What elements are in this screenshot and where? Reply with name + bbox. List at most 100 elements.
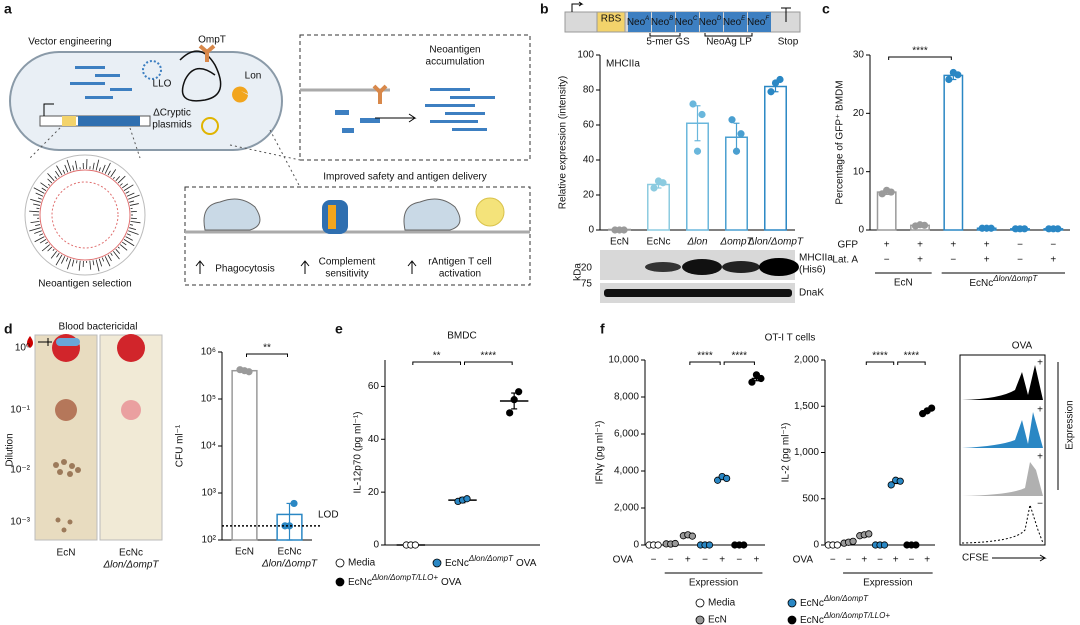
flow-mark: + (1037, 452, 1043, 463)
y-tick-label: 4,000 (614, 466, 639, 477)
legend-swatch (787, 598, 797, 608)
group-label: EcNcΔlon/ΔompT (969, 274, 1038, 289)
diagram-label: Vector engineering (28, 37, 111, 48)
data-point (887, 188, 895, 196)
construct-label-text: Neo (723, 17, 742, 28)
lod-label: LOD (318, 509, 339, 520)
y-tick-label: 0 (633, 540, 639, 551)
fragments (70, 66, 132, 99)
neo-block (78, 116, 140, 126)
panel-letter: e (335, 321, 343, 337)
row-mark: + (917, 255, 923, 266)
blot-label: DnaK (799, 288, 824, 299)
plate-art (27, 334, 163, 541)
spike (125, 191, 130, 194)
data-point (849, 537, 857, 545)
spike (92, 260, 95, 266)
row-label: OVA (793, 555, 814, 566)
spike (54, 176, 57, 179)
histogram (962, 365, 1043, 400)
legend-swatch (695, 615, 705, 625)
x-tick-label: EcNc (278, 547, 302, 558)
chart-title: BMDC (447, 331, 476, 342)
spike (39, 239, 47, 244)
up-arrows (195, 260, 417, 274)
genome-ring (39, 169, 131, 261)
spike (115, 176, 121, 182)
legend-swatch (787, 615, 797, 625)
legend-swatch (335, 558, 345, 568)
x-tick-label: Δlon/ΔompT (261, 559, 318, 570)
spike (65, 257, 69, 262)
diagram-label: Lon (245, 71, 262, 82)
plate-title: Blood bactericidal (59, 322, 138, 333)
spike (56, 165, 63, 176)
t-cell (475, 197, 505, 227)
spike (129, 224, 134, 226)
sig-label: **** (731, 351, 747, 362)
neo-box (628, 12, 651, 32)
axis-arrow (992, 554, 1047, 562)
arrow (375, 113, 417, 123)
row-mark: − (846, 555, 852, 566)
x-tick-label: Δlon (686, 237, 707, 248)
y-axis-label: IL-2 (pg ml⁻¹) (781, 423, 792, 483)
diagram-label: rAntigen T cell (428, 257, 492, 268)
row-mark: − (1017, 240, 1023, 251)
construct-label-text: Neo (675, 17, 694, 28)
spike (129, 203, 139, 206)
promoter (571, 1, 584, 12)
diagram-label: Complement (319, 257, 376, 268)
construct-label-sup: B (669, 16, 673, 22)
sig-bracket (246, 353, 288, 357)
group-label: Expression (863, 578, 912, 589)
construct-label: NeoC (675, 16, 698, 28)
spike (52, 248, 55, 251)
sig-bracket (723, 361, 755, 365)
row-mark: + (884, 240, 890, 251)
spike (104, 256, 111, 267)
row-mark: − (702, 555, 708, 566)
neo-box (652, 12, 675, 32)
diagram-label: Improved safety and antigen delivery (323, 172, 486, 183)
spike (41, 244, 51, 252)
row-mark: − (668, 555, 674, 566)
data-point (912, 541, 920, 549)
row-mark: + (1050, 255, 1056, 266)
colonies (53, 459, 81, 533)
spike (121, 183, 129, 189)
sig-label: **** (697, 351, 713, 362)
strain-label: EcN (57, 548, 76, 559)
sig-label: ** (263, 343, 271, 354)
construct-label-text: Neo (747, 17, 766, 28)
data-point (688, 532, 696, 540)
western-blot (600, 250, 799, 303)
group-label-text: EcNc (969, 278, 993, 289)
spike (110, 252, 113, 256)
spike (64, 164, 69, 173)
y-tick-label: 10² (202, 535, 217, 546)
ompt-icon (372, 84, 388, 104)
spike (104, 162, 111, 174)
legend-label-sup: Δlon/ΔompT/LLO+ (371, 573, 438, 582)
data-point (411, 541, 419, 549)
complement-core (328, 205, 336, 229)
band (604, 289, 792, 297)
x-tick-label: EcN (610, 237, 629, 248)
spike (55, 254, 63, 266)
data-point (887, 481, 895, 489)
diagram-label: OmpT (198, 35, 226, 46)
spike (89, 260, 92, 270)
spike (113, 251, 120, 260)
data-point (896, 477, 904, 485)
histogram (962, 412, 1043, 448)
data-point (510, 396, 518, 404)
row-mark: + (984, 240, 990, 251)
y-tick-label: 20 (853, 108, 865, 119)
spike (50, 251, 57, 259)
diagram-art (9, 34, 531, 286)
stop-mark (781, 7, 791, 22)
sig-bracket (897, 361, 926, 365)
legend-label-sup: Δlon/ΔompT/LLO+ (823, 611, 890, 620)
